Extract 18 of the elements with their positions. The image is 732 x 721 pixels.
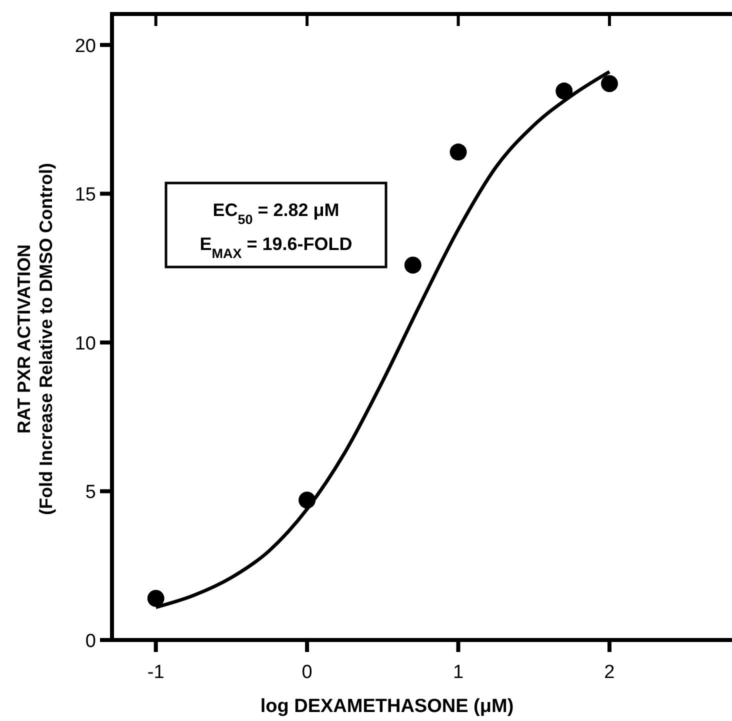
x-tick-label: 0 (302, 662, 312, 683)
annotation: EC$_{50}$ = 2.82 μM (212, 200, 340, 226)
point (450, 144, 467, 161)
y-tick-label: 15 (74, 184, 96, 206)
point (404, 256, 422, 274)
x-tick-label: 1 (452, 662, 464, 683)
x-tick-label: 2 (604, 662, 615, 683)
y-tick-label: 5 (85, 482, 96, 504)
annotation: E$_{MAX}$ = 19.6-FOLD (200, 234, 352, 260)
point (147, 590, 164, 607)
y-tick-label: 10 (74, 333, 96, 354)
point (600, 75, 618, 92)
x-tick-label: -1 (147, 662, 164, 683)
y-tick-label: 0 (85, 631, 96, 652)
x-axis-title: log DEXAMETHASONE (μM) (260, 696, 514, 717)
point (556, 82, 573, 100)
y-axis-title: RAT PXR ACTIVATION (Fold Increase Relative to DMSO Control) (14, 162, 56, 516)
y-tick-label: 20 (74, 36, 96, 57)
